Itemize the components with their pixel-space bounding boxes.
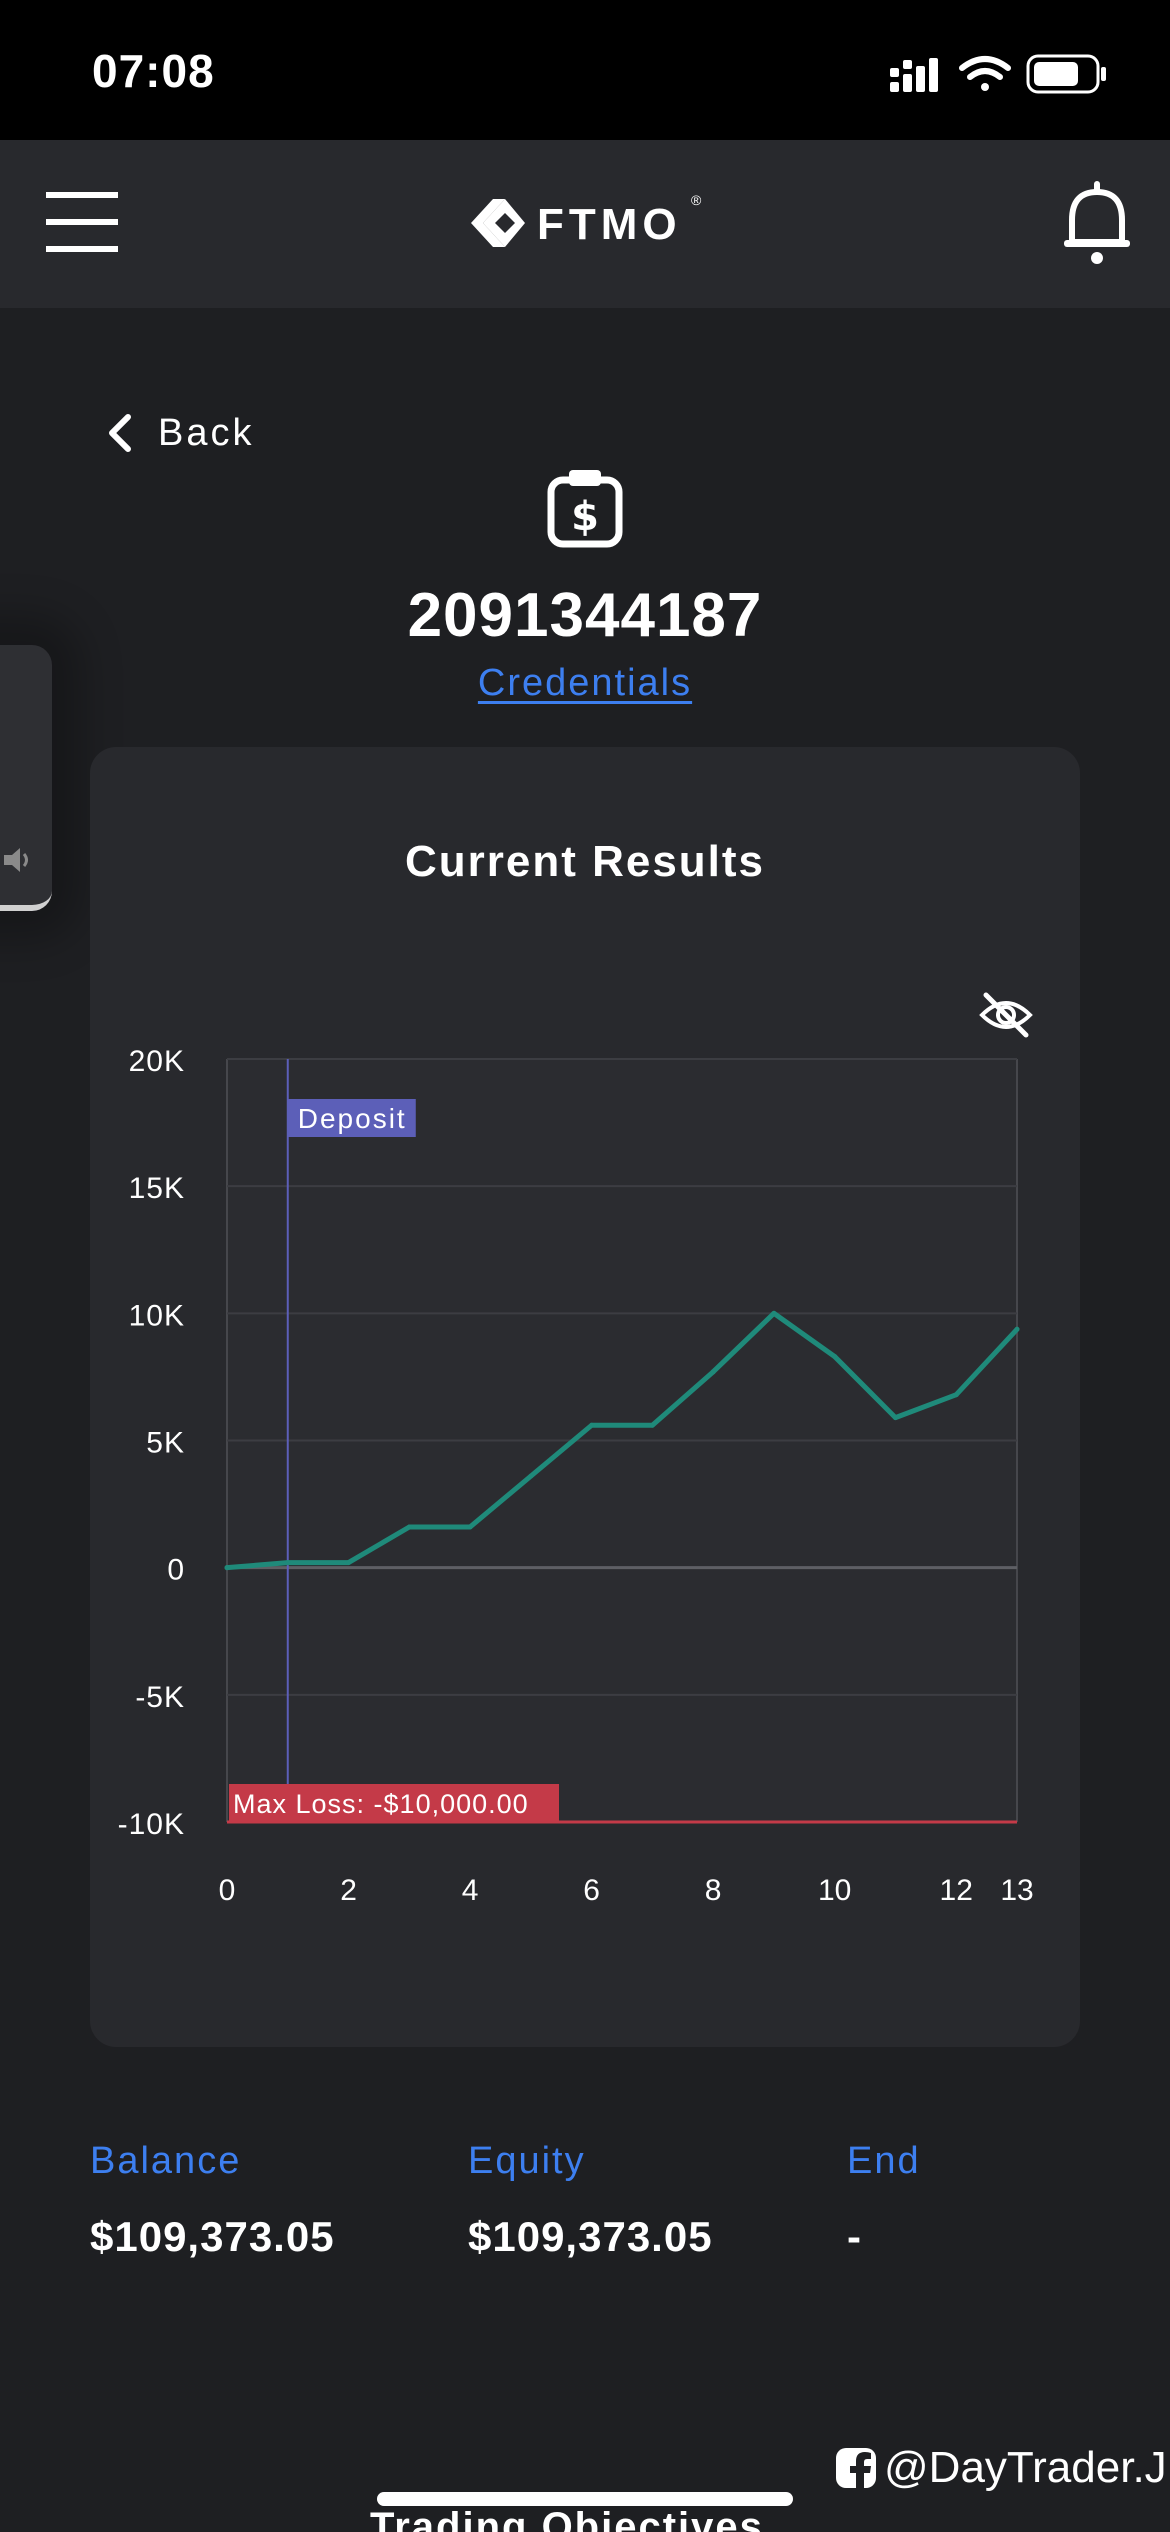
stat-equity: Equity $109,373.05	[468, 2140, 713, 2261]
battery-icon	[1026, 54, 1106, 94]
account-stats: Balance $109,373.05 Equity $109,373.05 E…	[90, 2140, 1090, 2280]
facebook-icon	[836, 2448, 876, 2490]
data-point	[771, 1310, 777, 1316]
y-tick-label: -10K	[118, 1808, 185, 1841]
data-point	[832, 1354, 838, 1360]
equity-series-line	[224, 1310, 1020, 1571]
data-point	[406, 1524, 412, 1530]
stat-label: Equity	[468, 2140, 586, 2182]
x-tick-label: 12	[940, 1874, 973, 1907]
stat-value: -	[847, 2213, 862, 2260]
y-tick-label: 15K	[129, 1172, 185, 1205]
status-bar: 07:08	[0, 0, 1170, 140]
max-loss-label-box	[229, 1784, 559, 1822]
max-loss-label: Max Loss: -$10,000.00	[233, 1789, 529, 1819]
wifi-icon	[959, 56, 1011, 91]
data-point	[953, 1392, 959, 1398]
y-tick-label: 20K	[129, 1045, 185, 1078]
data-point	[589, 1422, 595, 1428]
data-point	[467, 1524, 473, 1530]
watermark: @DayTrader.J	[834, 2440, 1167, 2496]
status-time: 07:08	[92, 45, 215, 97]
stat-end: End -	[847, 2140, 921, 2261]
data-point	[528, 1473, 534, 1479]
home-indicator[interactable]	[377, 2492, 793, 2506]
back-link[interactable]: Back	[108, 405, 254, 461]
speaker-icon	[4, 848, 28, 872]
logo-registered: ®	[691, 192, 702, 208]
deposit-label-box	[287, 1099, 416, 1137]
credentials-link[interactable]: Credentials	[477, 662, 693, 704]
data-point	[710, 1369, 716, 1375]
app-header: FTMO ®	[0, 140, 1170, 308]
hamburger-menu-icon[interactable]	[44, 184, 120, 260]
card-title: Current Results	[404, 837, 766, 886]
status-icons	[890, 54, 1106, 94]
x-tick-label: 6	[583, 1874, 600, 1907]
money-clipboard-icon: $	[547, 470, 623, 548]
floating-volume-widget[interactable]	[0, 645, 52, 911]
current-results-card: Current Results 20K 15K 10K 5K 0 -5K -10K 0 2 4 6 8…	[90, 747, 1080, 2047]
data-point	[649, 1422, 655, 1428]
data-point	[1014, 1326, 1020, 1332]
y-tick-label: -5K	[135, 1681, 185, 1714]
bell-icon[interactable]	[1062, 180, 1132, 266]
data-point	[892, 1415, 898, 1421]
x-tick-label: 10	[818, 1874, 851, 1907]
svg-text:$: $	[571, 494, 599, 540]
chevron-left-icon	[109, 414, 131, 452]
account-number: 2091344187	[407, 581, 763, 650]
x-tick-label: 13	[1000, 1874, 1033, 1907]
back-label: Back	[158, 411, 255, 454]
data-point	[346, 1560, 352, 1566]
ftmo-logo[interactable]: FTMO ®	[465, 187, 715, 259]
x-tick-label: 2	[340, 1874, 357, 1907]
y-tick-label: 5K	[146, 1427, 185, 1460]
data-point	[224, 1565, 230, 1571]
x-tick-label: 8	[705, 1874, 722, 1907]
y-tick-label: 10K	[129, 1299, 185, 1332]
watermark-text: @DayTrader.J	[884, 2443, 1167, 2492]
x-tick-label: 4	[462, 1874, 479, 1907]
stat-label: Balance	[90, 2140, 242, 2182]
deposit-label: Deposit	[298, 1103, 407, 1134]
stat-balance: Balance $109,373.05	[90, 2140, 335, 2261]
results-line-chart: 20K 15K 10K 5K 0 -5K -10K 0 2 4 6 8 10 12 13 Deposit Ma…	[118, 1045, 1034, 1907]
data-point	[285, 1560, 291, 1566]
ftmo-logo-mark: FTMO ®	[471, 192, 702, 249]
next-section-title: Trading Objectives	[370, 2505, 764, 2532]
eye-off-icon[interactable]	[978, 987, 1034, 1043]
stat-label: End	[847, 2140, 921, 2182]
stat-value: $109,373.05	[468, 2213, 713, 2260]
x-tick-label: 0	[219, 1874, 236, 1907]
logo-text: FTMO	[537, 200, 682, 249]
signal-icon	[890, 58, 938, 92]
stat-value: $109,373.05	[90, 2213, 335, 2260]
y-tick-label: 0	[167, 1554, 185, 1587]
